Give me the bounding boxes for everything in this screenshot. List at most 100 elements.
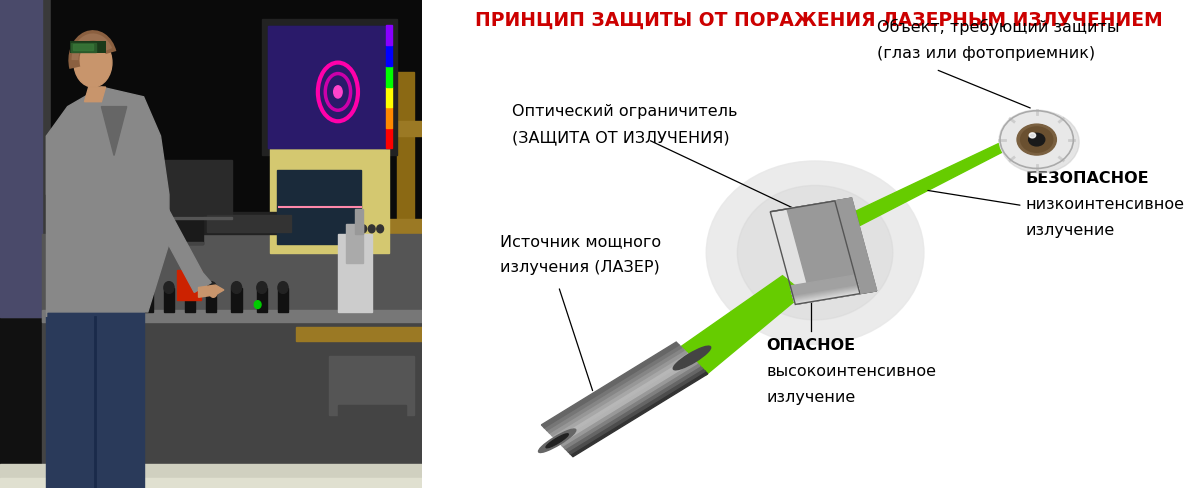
Polygon shape — [554, 355, 692, 441]
Polygon shape — [791, 278, 858, 298]
Polygon shape — [84, 88, 106, 102]
Polygon shape — [676, 276, 804, 375]
Text: высокоинтенсивное: высокоинтенсивное — [766, 363, 936, 378]
Text: ПРИНЦИП ЗАЩИТЫ ОТ ПОРАЖЕНИЯ ЛАЗЕРНЫМ ИЗЛУЧЕНИЕМ: ПРИНЦИП ЗАЩИТЫ ОТ ПОРАЖЕНИЯ ЛАЗЕРНЫМ ИЗЛ… — [475, 11, 1163, 30]
Bar — [262, 20, 397, 156]
Polygon shape — [544, 345, 682, 430]
Bar — [295, 122, 422, 137]
Circle shape — [206, 282, 216, 294]
Polygon shape — [791, 280, 858, 300]
Polygon shape — [792, 284, 859, 304]
Bar — [386, 26, 391, 46]
Bar — [386, 108, 391, 128]
Polygon shape — [557, 358, 695, 444]
Bar — [347, 224, 364, 264]
Polygon shape — [791, 279, 858, 299]
Ellipse shape — [74, 39, 112, 88]
Bar — [70, 41, 106, 54]
Polygon shape — [563, 364, 700, 449]
Bar — [386, 128, 391, 149]
Text: излучения (ЛАЗЕР): излучения (ЛАЗЕР) — [500, 260, 660, 274]
Polygon shape — [198, 285, 224, 298]
Bar — [42, 310, 422, 322]
Bar — [0, 0, 42, 317]
Circle shape — [143, 282, 152, 294]
Polygon shape — [796, 291, 877, 305]
Bar — [386, 67, 391, 87]
Text: Объект, требующий защиты: Объект, требующий защиты — [877, 19, 1120, 36]
Bar — [295, 220, 422, 234]
Text: низкоинтенсивное: низкоинтенсивное — [1025, 197, 1184, 212]
Bar — [42, 234, 422, 317]
Bar — [143, 288, 152, 312]
Polygon shape — [787, 199, 877, 302]
Polygon shape — [565, 366, 702, 451]
Polygon shape — [47, 137, 64, 195]
Ellipse shape — [737, 186, 893, 320]
Ellipse shape — [546, 434, 569, 448]
Circle shape — [133, 197, 138, 203]
Polygon shape — [830, 142, 1010, 236]
Bar — [0, 464, 422, 488]
Text: излучение: излучение — [766, 389, 856, 404]
Bar — [269, 27, 391, 149]
Polygon shape — [550, 350, 686, 436]
Text: ОПАСНОЕ: ОПАСНОЕ — [766, 338, 856, 352]
Bar — [127, 217, 203, 244]
Polygon shape — [546, 347, 684, 433]
Bar — [127, 161, 233, 220]
Bar — [257, 288, 266, 312]
Polygon shape — [568, 368, 706, 454]
Bar — [0, 478, 422, 488]
Bar — [338, 405, 406, 429]
Ellipse shape — [707, 162, 924, 345]
Ellipse shape — [1030, 134, 1036, 139]
Polygon shape — [559, 361, 697, 446]
Bar — [277, 171, 361, 244]
Ellipse shape — [334, 87, 342, 99]
Polygon shape — [792, 282, 859, 302]
Bar — [270, 146, 389, 254]
Bar — [269, 27, 391, 149]
Polygon shape — [101, 107, 127, 156]
Bar — [73, 45, 92, 51]
Circle shape — [368, 225, 376, 233]
Text: БЕЗОПАСНОЕ: БЕЗОПАСНОЕ — [1025, 171, 1148, 186]
Ellipse shape — [1018, 125, 1056, 156]
Ellipse shape — [1028, 134, 1045, 146]
Bar — [50, 0, 422, 488]
Polygon shape — [792, 281, 859, 301]
Circle shape — [278, 282, 288, 294]
Ellipse shape — [1000, 111, 1074, 170]
Ellipse shape — [1021, 128, 1052, 153]
Polygon shape — [541, 343, 679, 428]
Polygon shape — [791, 277, 858, 297]
Circle shape — [185, 282, 196, 294]
Circle shape — [136, 198, 139, 202]
Polygon shape — [552, 353, 690, 438]
Bar — [185, 288, 196, 312]
Bar — [127, 217, 233, 220]
Text: излучение: излучение — [1025, 223, 1115, 237]
Polygon shape — [136, 171, 211, 293]
Bar — [386, 87, 391, 108]
Circle shape — [377, 225, 384, 233]
Circle shape — [232, 282, 241, 294]
Polygon shape — [770, 199, 852, 212]
Bar — [206, 216, 292, 233]
Text: (ЗАЩИТА ОТ ИЗЛУЧЕНИЯ): (ЗАЩИТА ОТ ИЗЛУЧЕНИЯ) — [512, 130, 730, 144]
Ellipse shape — [539, 429, 576, 452]
Bar — [338, 234, 372, 312]
Ellipse shape — [673, 346, 710, 370]
Circle shape — [210, 290, 217, 298]
Bar — [304, 73, 322, 342]
Bar — [0, 0, 55, 317]
Text: Источник мощного: Источник мощного — [500, 234, 661, 249]
Bar — [206, 288, 216, 312]
Bar — [278, 288, 288, 312]
Bar — [232, 288, 241, 312]
Bar — [295, 327, 422, 342]
Bar — [42, 317, 422, 488]
Bar — [355, 210, 364, 234]
Bar — [178, 271, 200, 300]
